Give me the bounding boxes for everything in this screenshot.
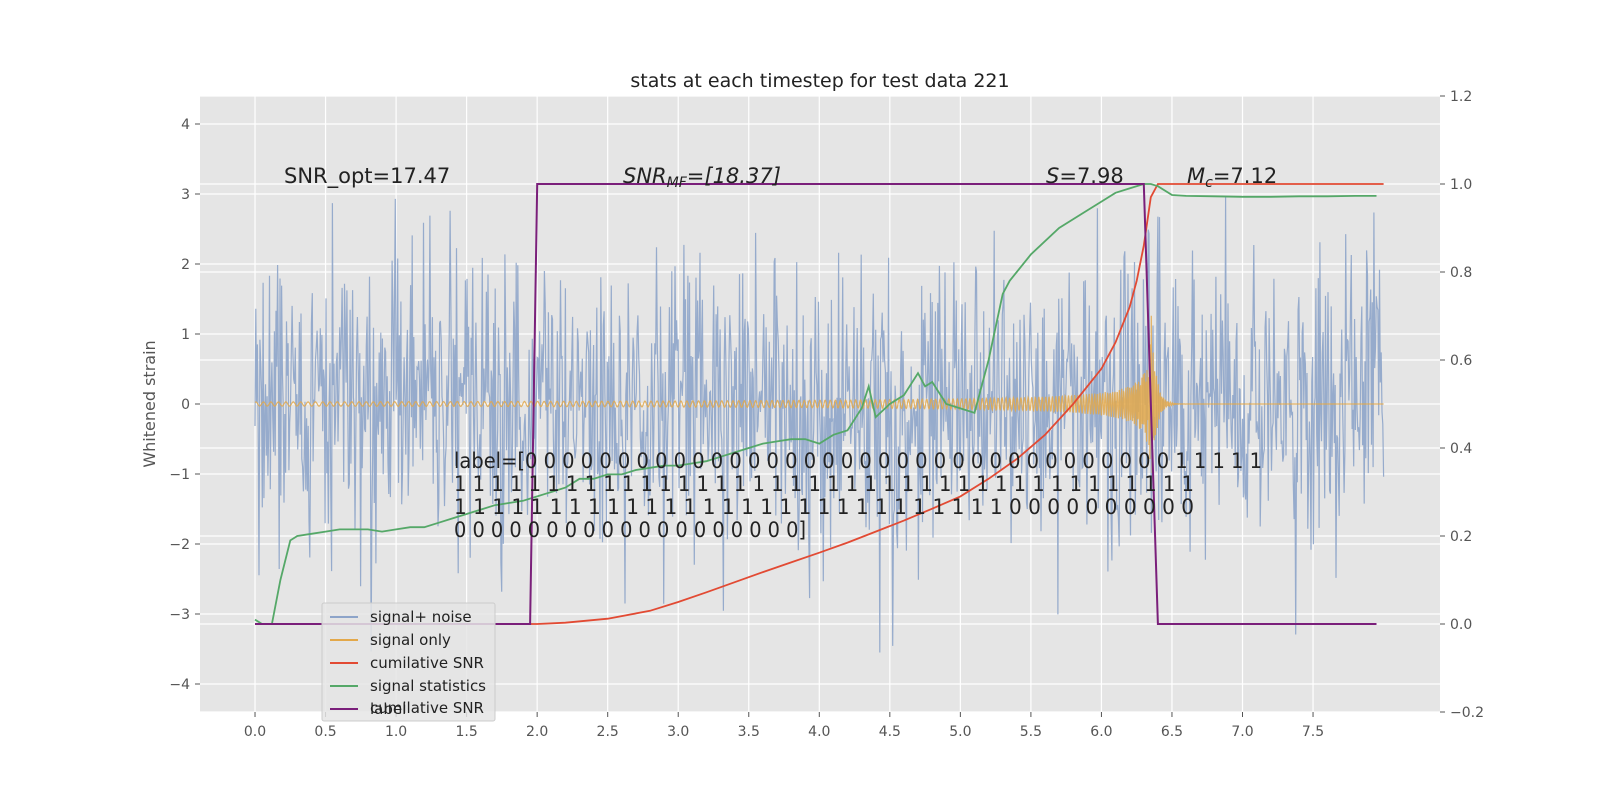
y-right-tick-label: 1.0	[1450, 177, 1472, 193]
y-right-tick-label: 0.4	[1450, 441, 1472, 457]
y-tick-label: −2	[169, 537, 190, 553]
y-tick-label: 3	[181, 187, 190, 203]
y-tick-label: 0	[181, 397, 190, 413]
x-tick-label: 6.0	[1090, 724, 1112, 740]
snr-mf-main: SNR	[623, 164, 667, 188]
snr-mf-annotation: SNRMF=[18.37]	[623, 164, 781, 191]
y-right-tick-label: 0.6	[1450, 353, 1472, 369]
x-tick-label: 0.5	[314, 724, 336, 740]
y-right-tick-label: 0.0	[1450, 617, 1472, 633]
x-tick-label: 5.5	[1020, 724, 1042, 740]
y-tick-label: −3	[169, 607, 190, 623]
x-tick-label: 7.5	[1302, 724, 1324, 740]
legend-entry: label	[370, 700, 406, 718]
series-signal-noise	[254, 196, 1385, 653]
legend-entry: signal statistics	[370, 677, 486, 695]
series-signal-statistics	[254, 183, 1377, 625]
x-tick-label: 0.0	[244, 724, 266, 740]
s-stat-annotation: S=7.98	[1046, 164, 1124, 188]
legend-box	[321, 602, 496, 722]
x-tick-label: 1.5	[455, 724, 477, 740]
legend-entry: cumilative SNR	[370, 654, 484, 672]
y-right-tick-label: −0.2	[1450, 705, 1484, 721]
series-cumulative-snr	[255, 183, 1384, 625]
y-tick-label: 1	[181, 327, 190, 343]
x-tick-label: 2.5	[597, 724, 619, 740]
label-annotation: 0 0 0 0 0 0 0 0 0 0 0 0 0 0 0 0 0 0 0]	[454, 518, 806, 542]
mc-annotation: Mc=7.12	[1187, 164, 1277, 191]
legend-overlay-text: cumilative SNR	[370, 699, 484, 717]
snr-mf-sub: MF	[667, 175, 688, 191]
mc-rest: =7.12	[1213, 164, 1277, 188]
mc-sub: c	[1205, 175, 1213, 191]
y-tick-label: −4	[169, 677, 190, 693]
x-tick-label: 4.5	[879, 724, 901, 740]
chart-title: stats at each timestep for test data 221	[630, 70, 1009, 92]
snr-mf-rest: =[18.37]	[687, 164, 781, 188]
x-tick-label: 2.0	[526, 724, 548, 740]
y-right-tick-label: 1.2	[1450, 89, 1472, 105]
label-annotation: 1 1 1 1 1 1 1 1 1 1 1 1 1 1 1 1 1 1 1 1 …	[454, 495, 1194, 519]
s-stat-sym: S	[1046, 164, 1059, 188]
legend-entry: signal only	[370, 631, 451, 649]
series-signal-only	[254, 315, 1384, 474]
ticks: 0.0 0.5 1.0 1.5 2.0 2.5 3.0 3.5 4.0 4.5 5.0 5.5 6.0 6…	[169, 89, 1484, 740]
x-tick-label: 3.0	[667, 724, 689, 740]
x-tick-label: 6.5	[1161, 724, 1183, 740]
y-right-tick-label: 0.2	[1450, 529, 1472, 545]
x-tick-label: 4.0	[808, 724, 830, 740]
label-annotation: 1 1 1 1 1 1 1 1 1 1 1 1 1 1 1 1 1 1 1 1 …	[454, 472, 1194, 496]
y-tick-label: 4	[181, 117, 190, 133]
snr-opt-annotation: SNR_opt=17.47	[284, 164, 450, 189]
mc-sym: M	[1187, 164, 1205, 188]
legend-entry: signal+ noise	[370, 608, 472, 626]
s-stat-rest: =7.98	[1059, 164, 1123, 188]
x-tick-label: 3.5	[738, 724, 760, 740]
y-axis-label: Whitened strain	[140, 340, 159, 467]
y-right-tick-label: 0.8	[1450, 265, 1472, 281]
legend: signal+ noise signal only cumilative SNR…	[321, 602, 496, 722]
y-tick-label: 2	[181, 257, 190, 273]
x-tick-label: 7.0	[1231, 724, 1253, 740]
x-tick-label: 5.0	[949, 724, 971, 740]
label-annotation: label=[0 0 0 0 0 0 0 0 0 0 0 0 0 0 0 0 0…	[454, 449, 1262, 473]
x-tick-label: 1.0	[385, 724, 407, 740]
y-tick-label: −1	[169, 467, 190, 483]
